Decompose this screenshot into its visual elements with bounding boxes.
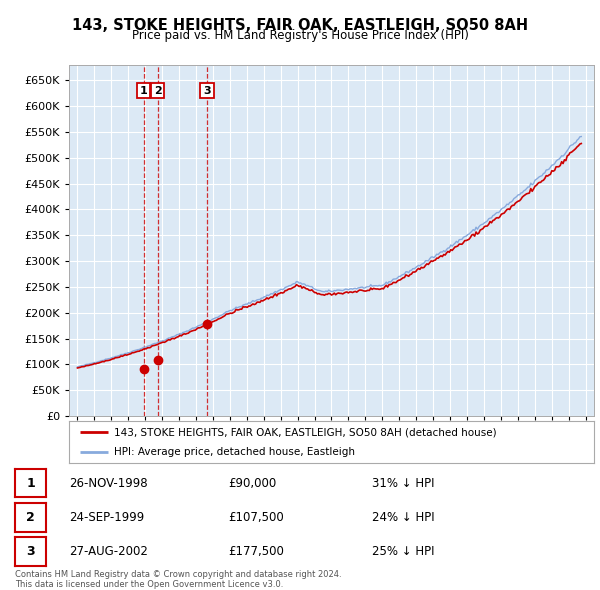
Text: 26-NOV-1998: 26-NOV-1998 [69,477,148,490]
Text: 2: 2 [26,511,35,524]
Text: Price paid vs. HM Land Registry's House Price Index (HPI): Price paid vs. HM Land Registry's House … [131,30,469,42]
Text: £107,500: £107,500 [228,511,284,524]
Text: Contains HM Land Registry data © Crown copyright and database right 2024.
This d: Contains HM Land Registry data © Crown c… [15,570,341,589]
Text: 2: 2 [154,86,161,96]
Text: 31% ↓ HPI: 31% ↓ HPI [372,477,434,490]
Text: 143, STOKE HEIGHTS, FAIR OAK, EASTLEIGH, SO50 8AH (detached house): 143, STOKE HEIGHTS, FAIR OAK, EASTLEIGH,… [113,427,496,437]
Text: 3: 3 [203,86,211,96]
Text: 143, STOKE HEIGHTS, FAIR OAK, EASTLEIGH, SO50 8AH: 143, STOKE HEIGHTS, FAIR OAK, EASTLEIGH,… [72,18,528,32]
Text: £90,000: £90,000 [228,477,276,490]
Text: 24% ↓ HPI: 24% ↓ HPI [372,511,434,524]
Text: 27-AUG-2002: 27-AUG-2002 [69,545,148,558]
Text: HPI: Average price, detached house, Eastleigh: HPI: Average price, detached house, East… [113,447,355,457]
Text: 1: 1 [140,86,148,96]
Text: 3: 3 [26,545,35,558]
Text: £177,500: £177,500 [228,545,284,558]
Text: 25% ↓ HPI: 25% ↓ HPI [372,545,434,558]
Text: 24-SEP-1999: 24-SEP-1999 [69,511,144,524]
Text: 1: 1 [26,477,35,490]
